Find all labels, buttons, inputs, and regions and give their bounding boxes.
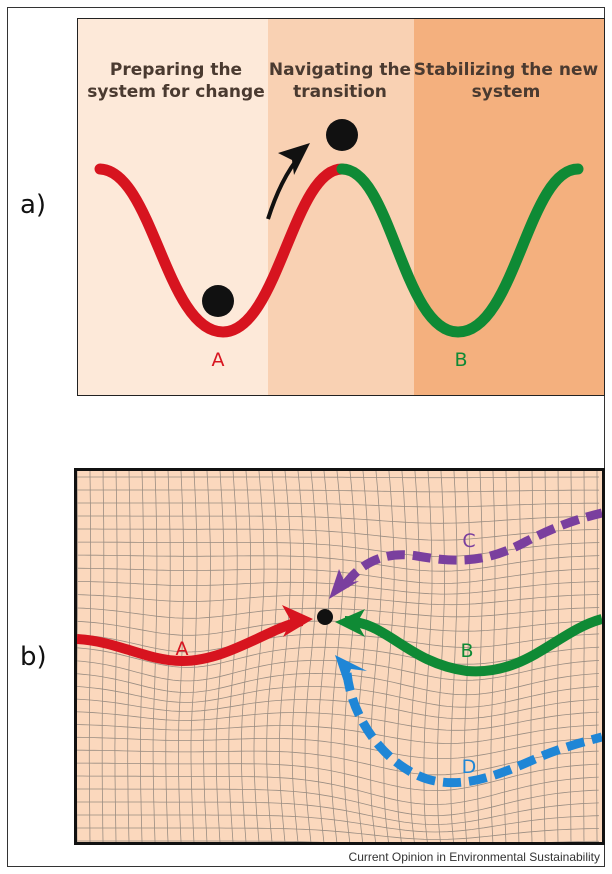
grid-line-vertical [370,471,382,842]
grid-line-vertical [114,471,118,842]
grid-line-horizontal [77,827,599,840]
grid-line-vertical [450,471,458,842]
stage-stabilizing-title-1: Stabilizing the new [414,60,599,80]
grid-line-vertical [556,471,560,842]
grid-line-vertical [279,471,291,842]
grid-line-vertical [596,471,598,842]
grid-line-horizontal [77,502,600,508]
grid-line-horizontal [77,489,600,493]
grid-line-vertical [517,471,521,842]
grid-line-vertical [88,471,92,842]
path-d-curve [342,672,602,788]
grid-line-horizontal [77,788,599,817]
path-c-curve [341,508,602,588]
path-b-curve [344,614,602,677]
journal-credit: Current Opinion in Environmental Sustain… [348,850,600,864]
grid-line-horizontal [77,646,600,668]
grid-line-horizontal [77,554,600,572]
grid-line-horizontal [77,594,600,606]
grid-line-vertical [190,471,198,842]
grid-line-horizontal [77,762,599,791]
grid-line-horizontal [77,607,600,619]
grid-line-horizontal [77,840,599,842]
stage-stabilizing-title-2: system [472,82,541,102]
grid-line-vertical [291,471,305,842]
grid-line-vertical [101,471,105,842]
grid-line-vertical [178,471,184,842]
grid-line-vertical [437,471,445,842]
grid-line-vertical [423,471,433,842]
grid-line-vertical [203,471,211,842]
grid-line-vertical [253,471,265,842]
state-a-label: A [212,349,225,371]
tipping-point-dot [317,609,333,625]
valley-a-curve [94,163,348,338]
grid-line-horizontal [77,724,599,744]
landscape-grid [77,471,600,842]
grid-line-horizontal [77,711,599,731]
grid-line-horizontal [77,515,600,524]
grid-line-horizontal [77,801,599,825]
state-b-label: B [454,349,467,371]
grid-line-vertical [152,471,158,842]
stage-preparing-title-2: system for change [87,82,264,102]
panel-b-label: b) [20,642,47,672]
ball-at-tipping-point [326,119,358,151]
panel-b-landscape: A B C D [74,468,605,845]
grid-line-vertical [543,471,547,842]
grid-line-vertical [77,471,78,842]
grid-line-horizontal [77,736,599,759]
grid-line-vertical [356,471,370,842]
grid-line-horizontal [77,541,600,558]
panel-b-svg: A B C D [77,471,602,842]
grid-line-horizontal [77,686,599,708]
panel-a-svg: Preparing the system for change Navigati… [78,19,604,395]
stage-navigating-bg [268,19,414,395]
path-a-arrow-icon [282,605,313,637]
ball-in-valley-a [202,285,234,317]
path-c-arrow-icon [329,569,359,599]
grid-line-vertical [241,471,251,842]
grid-line-vertical [383,471,395,842]
grid-line-vertical [127,471,131,842]
path-d-label: D [462,756,477,778]
path-a-curve [77,616,304,667]
grid-line-horizontal [77,749,599,776]
grid-line-vertical [317,471,331,842]
stage-navigating-title-2: transition [293,82,387,102]
path-c-label: C [462,530,475,552]
grid-line-vertical [228,471,238,842]
transition-arrow-head-icon [278,143,310,175]
grid-line-vertical [140,471,144,842]
path-b-label: B [460,640,473,662]
panel-a-label: a) [20,190,47,220]
grid-line-vertical [343,471,357,842]
path-b-arrow-icon [335,609,365,637]
grid-line-horizontal [77,528,600,541]
path-a-label: A [176,638,189,660]
grid-line-vertical [266,471,278,842]
grid-line-horizontal [77,672,599,696]
grid-line-vertical [215,471,225,842]
valley-b-curve [336,163,584,338]
grid-line-horizontal [77,476,599,479]
grid-line-horizontal [77,775,599,805]
grid-line-vertical [304,471,318,842]
grid-line-horizontal [77,633,600,653]
stage-navigating-title-1: Navigating the [269,60,411,80]
grid-line-vertical [410,471,420,842]
grid-line-vertical [530,471,534,842]
grid-line-vertical [165,471,171,842]
grid-line-vertical [396,471,408,842]
grid-line-horizontal [77,567,600,584]
stage-preparing-title-1: Preparing the [110,60,242,80]
grid-line-horizontal [77,698,599,720]
grid-line-vertical [583,471,585,842]
grid-line-horizontal [77,814,599,833]
path-d-arrow-icon [335,655,367,685]
panel-a-diagram: Preparing the system for change Navigati… [77,18,605,396]
